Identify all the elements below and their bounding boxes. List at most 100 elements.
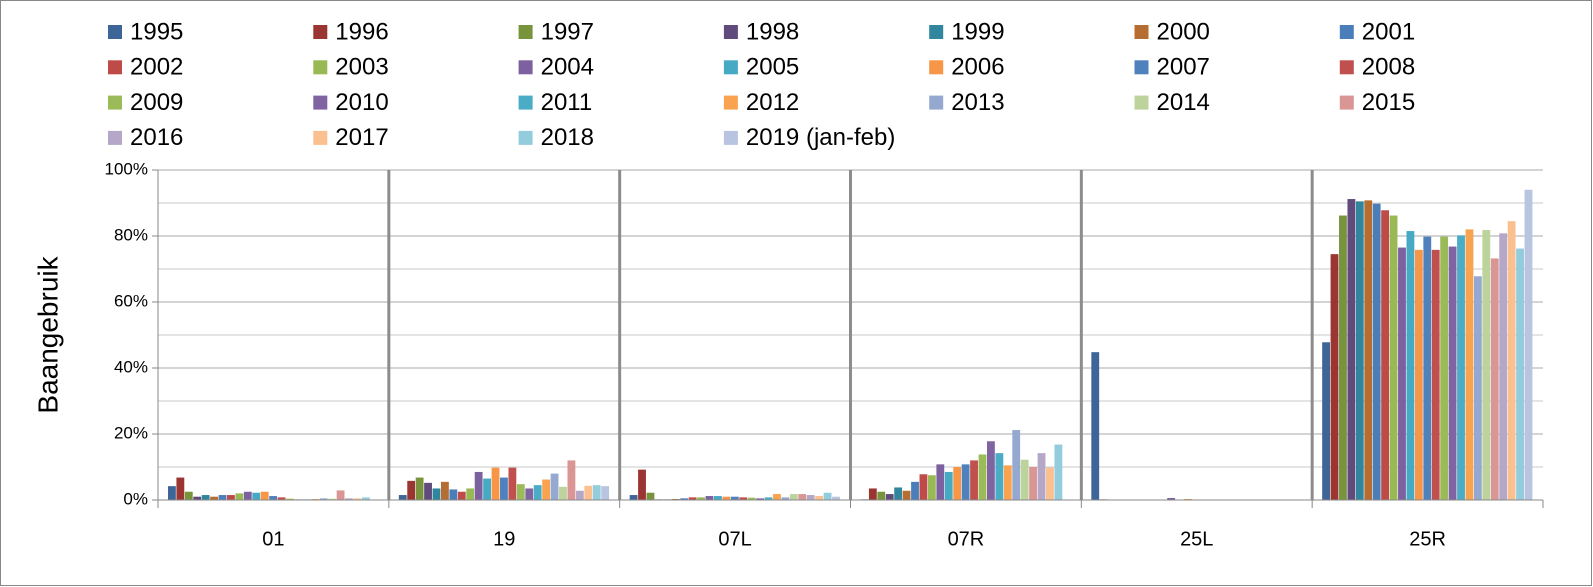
bar <box>592 485 601 500</box>
y-tick-label: 60% <box>114 291 148 310</box>
bar <box>902 490 911 500</box>
bar <box>961 464 970 500</box>
bar <box>575 490 584 500</box>
bar <box>567 460 576 500</box>
bar <box>243 491 252 500</box>
bar <box>1167 498 1176 500</box>
bar <box>1398 247 1406 500</box>
legend-label: 2007 <box>1157 54 1210 81</box>
bar <box>944 471 953 500</box>
legend-swatch <box>518 130 533 145</box>
bar <box>1440 236 1449 500</box>
bar <box>730 496 739 500</box>
bar <box>601 486 610 500</box>
legend-swatch <box>1339 25 1354 39</box>
legend-label: 2000 <box>1157 18 1210 45</box>
bar <box>1490 258 1499 500</box>
bar <box>184 491 193 500</box>
bar <box>1448 246 1457 500</box>
bar <box>1330 254 1339 500</box>
bar <box>970 460 978 500</box>
bar <box>1003 465 1012 500</box>
bar <box>868 488 877 500</box>
legend-swatch <box>108 60 122 75</box>
legend-label: 2008 <box>1362 54 1415 81</box>
bar <box>806 495 815 500</box>
legend-label: 2016 <box>130 124 183 151</box>
legend-label: 2001 <box>1362 18 1415 45</box>
bar <box>1465 229 1474 500</box>
bar <box>798 494 807 500</box>
legend-label: 2012 <box>746 89 799 116</box>
legend-label: 2015 <box>1362 89 1415 116</box>
bar <box>210 496 218 500</box>
bar <box>1414 249 1423 500</box>
x-tick-label: 01 <box>262 528 284 550</box>
legend-label: 2017 <box>335 124 388 151</box>
bar <box>1389 215 1398 501</box>
bar <box>1372 203 1381 500</box>
bar <box>1054 444 1063 500</box>
bar <box>995 453 1004 500</box>
legend-label: 2013 <box>951 89 1004 116</box>
bar <box>764 497 773 500</box>
bar <box>483 478 491 500</box>
bar <box>168 486 176 500</box>
legend-swatch <box>313 60 328 75</box>
legend-label: 2014 <box>1157 89 1210 116</box>
bar <box>1499 233 1508 501</box>
y-tick-label: 100% <box>105 159 148 178</box>
bar <box>193 496 202 500</box>
x-tick-label: 25R <box>1409 528 1446 550</box>
legend-label: 2019 (jan-feb) <box>746 124 895 151</box>
legend-swatch <box>518 25 533 39</box>
bar <box>516 484 525 500</box>
legend-swatch <box>1134 25 1149 39</box>
bar <box>1482 230 1491 500</box>
legend-swatch <box>1339 95 1354 110</box>
legend-label: 2006 <box>951 54 1004 81</box>
bar <box>1355 201 1364 500</box>
bar <box>474 471 483 500</box>
bar <box>688 497 697 500</box>
legend-swatch <box>929 25 944 39</box>
legend-swatch <box>929 60 944 75</box>
bar <box>277 497 286 500</box>
bar <box>1364 200 1373 501</box>
bar <box>646 492 655 500</box>
y-tick-label: 20% <box>114 423 148 442</box>
bar <box>345 498 353 500</box>
bar <box>449 489 458 500</box>
legend-swatch <box>313 25 328 39</box>
legend-swatch <box>723 95 738 110</box>
bar <box>1507 221 1516 500</box>
bar <box>508 467 517 500</box>
bar <box>559 486 567 500</box>
legend-swatch <box>929 95 944 110</box>
bar <box>1037 453 1046 500</box>
bar <box>697 497 705 500</box>
legend-swatch <box>723 60 738 75</box>
legend-swatch <box>518 95 533 110</box>
y-tick-label: 80% <box>114 225 148 244</box>
bar <box>1020 459 1029 500</box>
bar <box>1339 215 1347 501</box>
bar <box>415 477 424 500</box>
legend-label: 2009 <box>130 89 183 116</box>
bar <box>1524 189 1533 501</box>
bar <box>1012 430 1021 500</box>
legend-label: 1995 <box>130 18 183 45</box>
bar <box>201 495 210 500</box>
bar <box>1046 467 1054 500</box>
bar <box>936 464 945 500</box>
bar <box>328 498 337 500</box>
bar <box>894 487 903 500</box>
bar <box>407 480 416 500</box>
bar <box>629 495 638 500</box>
bar <box>260 491 269 500</box>
legend-label: 1996 <box>335 18 388 45</box>
bar <box>1516 248 1524 500</box>
bar <box>398 495 407 500</box>
bar <box>638 469 646 500</box>
